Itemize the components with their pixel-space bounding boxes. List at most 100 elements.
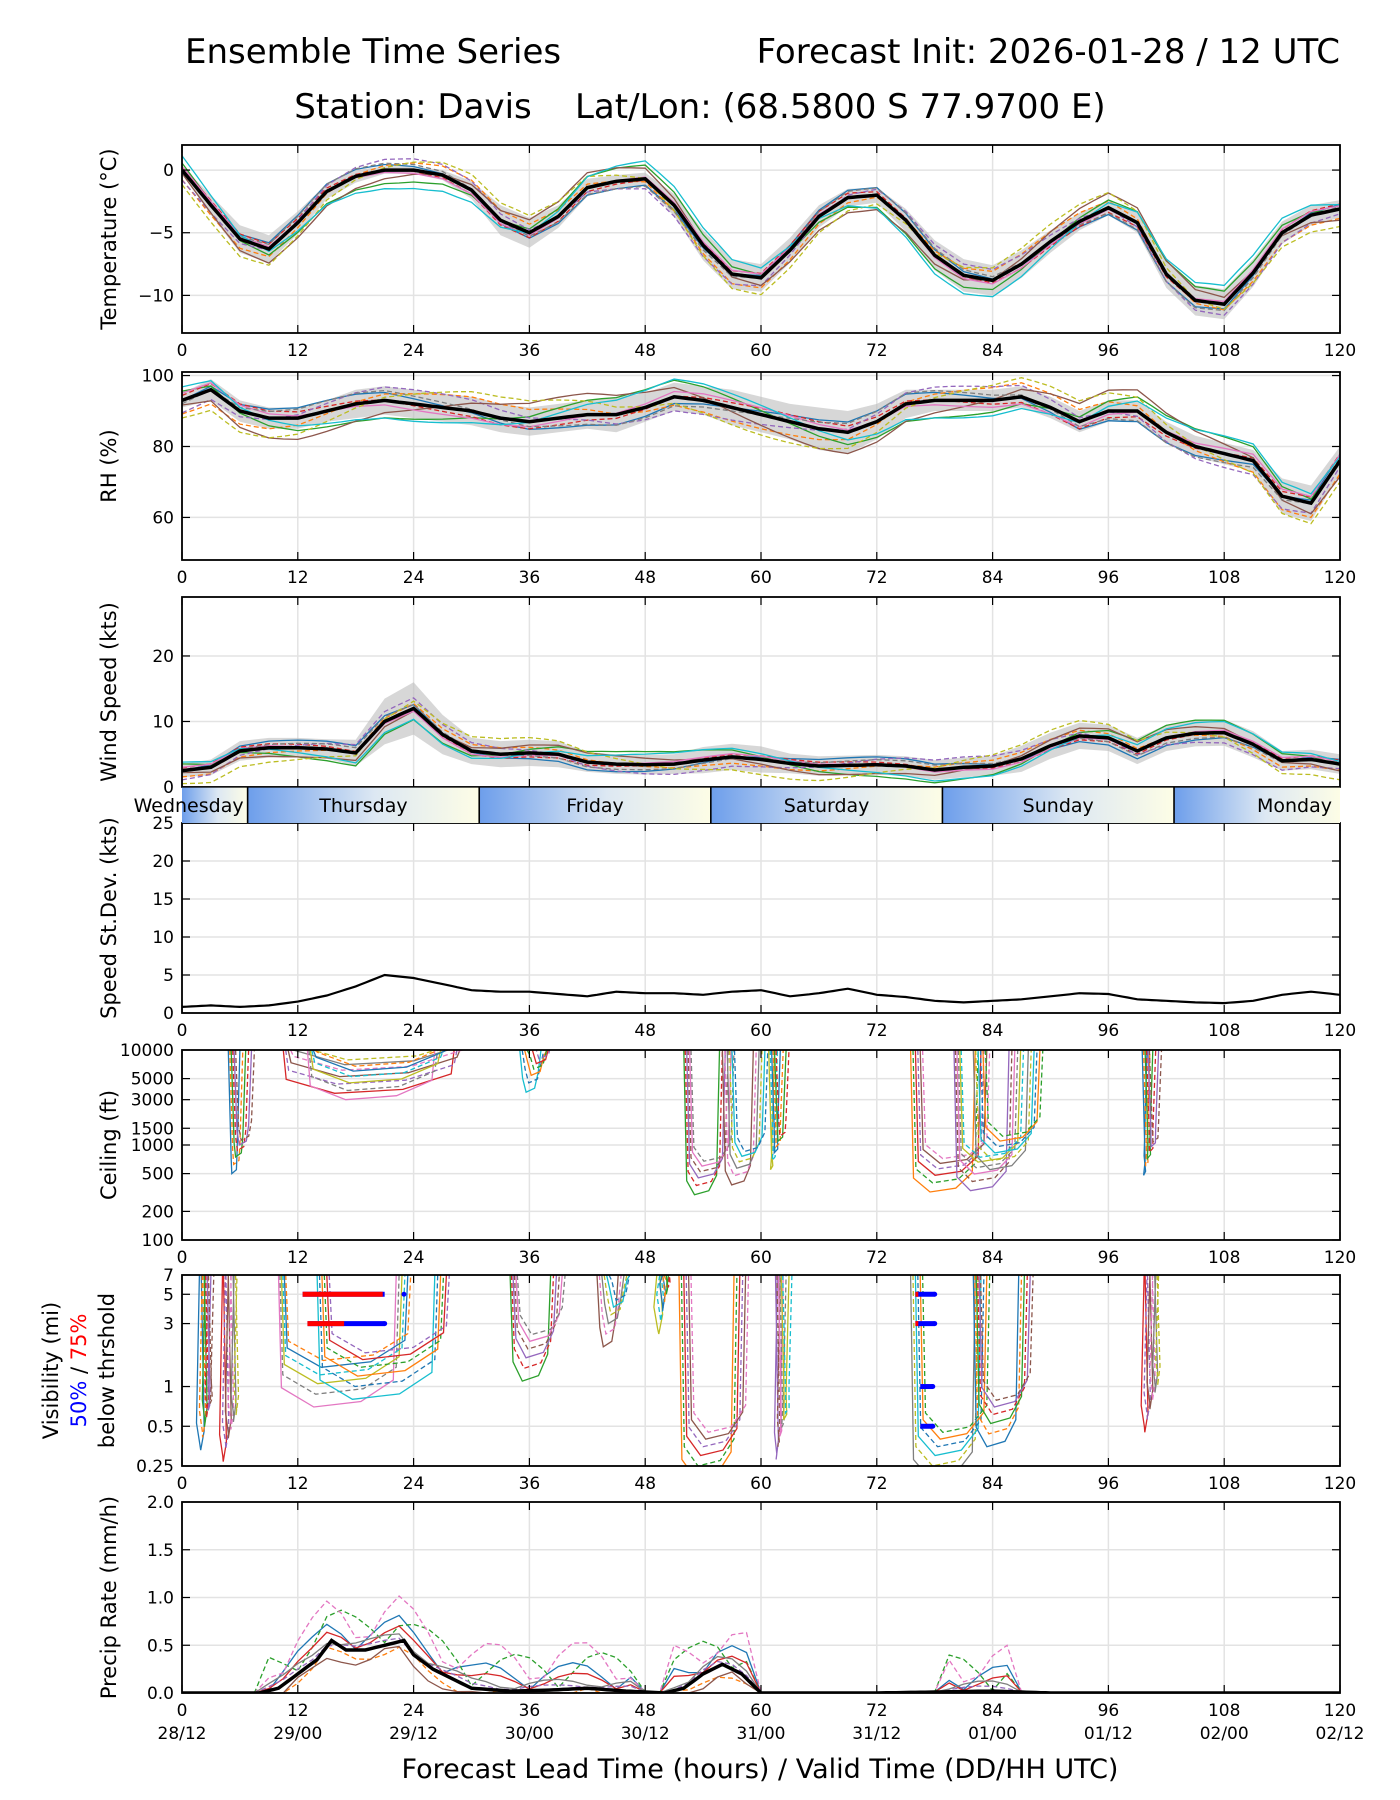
event-member-line xyxy=(979,1050,1038,1148)
x-tick-label: 12 xyxy=(287,1021,309,1041)
event-member-line xyxy=(773,1275,780,1460)
x-tick-label: 60 xyxy=(750,568,772,588)
x-tick-label: 60 xyxy=(750,1248,772,1268)
event-member-line xyxy=(977,1050,1035,1154)
ensemble-mean-line xyxy=(182,387,1340,506)
x-tick-label: 0 xyxy=(177,341,188,361)
x-tick-label: 72 xyxy=(866,1701,888,1721)
x-tick-label: 72 xyxy=(866,568,888,588)
x-tick-label: 96 xyxy=(1098,1701,1120,1721)
event-member-line xyxy=(282,1050,455,1094)
ensemble-mean-line xyxy=(182,706,1340,773)
event-member-line xyxy=(686,1050,726,1179)
event-member-line xyxy=(596,1275,619,1348)
x-tick-label: 120 xyxy=(1324,1474,1356,1494)
event-member-line xyxy=(782,1275,793,1416)
event-member-line xyxy=(1146,1275,1154,1410)
valid-time-label: 02/00 xyxy=(1200,1724,1249,1744)
ensemble-mean-line xyxy=(182,168,1340,307)
day-segment xyxy=(1174,787,1340,823)
event-member-line xyxy=(232,1050,250,1152)
event-member-line xyxy=(295,1050,469,1061)
event-member-line xyxy=(960,1050,1025,1158)
member-line-5 xyxy=(182,697,1340,781)
event-member-line xyxy=(509,1275,552,1382)
y-tick-label: 60 xyxy=(152,508,174,528)
event-member-line xyxy=(519,1050,542,1094)
event-member-line xyxy=(688,1050,732,1167)
x-tick-label: 0 xyxy=(177,1248,188,1268)
x-tick-label: 72 xyxy=(866,1021,888,1041)
x-tick-label: 48 xyxy=(634,1021,656,1041)
member-line-5 xyxy=(182,1637,1340,1693)
event-member-line xyxy=(605,1275,631,1309)
x-tick-label: 96 xyxy=(1098,1248,1120,1268)
y-tick-label: 80 xyxy=(152,437,174,457)
y-tick-label: 200 xyxy=(142,1202,174,1222)
x-tick-label: 24 xyxy=(403,1474,425,1494)
event-member-line xyxy=(598,1275,622,1336)
event-member-line xyxy=(521,1050,545,1084)
x-tick-label: 120 xyxy=(1324,568,1356,588)
event-member-line xyxy=(1141,1050,1148,1176)
x-tick-label: 36 xyxy=(519,341,541,361)
event-member-line xyxy=(531,1050,556,1060)
x-tick-label: 96 xyxy=(1098,568,1120,588)
member-line-6 xyxy=(182,167,1340,299)
event-member-line xyxy=(917,1050,985,1170)
event-member-line xyxy=(683,1275,741,1457)
event-member-line xyxy=(230,1050,247,1159)
x-tick-label: 12 xyxy=(287,568,309,588)
x-tick-label: 12 xyxy=(287,1248,309,1268)
event-member-line xyxy=(1149,1275,1156,1401)
event-member-line xyxy=(523,1050,548,1077)
x-tick-label: 12 xyxy=(287,1701,309,1721)
event-member-line xyxy=(687,1275,747,1440)
event-member-line xyxy=(721,1050,754,1186)
panel-speed_stdev: 0 5 10 15 20 25 0 12 24 36 48 60 72 84 96 108 120 Speed S… xyxy=(97,814,1356,1041)
title-right: Forecast Init: 2026-01-28 / 12 UTC xyxy=(757,32,1340,72)
x-tick-label: 48 xyxy=(634,1701,656,1721)
event-member-line xyxy=(683,1050,721,1196)
day-segment xyxy=(182,787,248,823)
y-tick-label: 1 xyxy=(163,1378,174,1398)
x-tick-label: 24 xyxy=(403,1248,425,1268)
event-member-line xyxy=(974,1275,1023,1435)
y-tick-label: 500 xyxy=(142,1165,174,1185)
p50-bar-end-dot xyxy=(932,1291,938,1297)
day-label-monday: Monday xyxy=(1257,795,1332,817)
event-member-line xyxy=(309,1050,442,1084)
y-tick-label: 20 xyxy=(152,647,174,667)
day-label-wednesday: Wednesday xyxy=(134,795,244,817)
wind_speed-ylabel: Wind Speed (kts) xyxy=(97,602,121,782)
member-line-6 xyxy=(182,710,1340,777)
x-tick-label: 24 xyxy=(403,1021,425,1041)
event-member-line xyxy=(198,1275,207,1438)
x-tick-label: 48 xyxy=(634,1248,656,1268)
event-member-line xyxy=(777,1275,784,1437)
panel-temperature: 0 −5 −10 0 12 24 36 48 60 72 84 96 108 120 Temperature… xyxy=(97,144,1356,361)
x-tick-label: 84 xyxy=(982,1474,1004,1494)
x-tick-label: 60 xyxy=(750,1701,772,1721)
valid-time-label: 31/00 xyxy=(737,1724,786,1744)
event-member-line xyxy=(912,1275,979,1466)
x-tick-label: 24 xyxy=(403,341,425,361)
event-member-line xyxy=(733,1050,769,1153)
y-tick-label: −10 xyxy=(138,286,174,306)
speed_stdev-ylabel: Speed St.Dev. (kts) xyxy=(97,817,121,1019)
x-axis-label: Forecast Lead Time (hours) / Valid Time … xyxy=(402,1754,1119,1785)
event-member-line xyxy=(956,1050,1016,1175)
event-member-line xyxy=(201,1275,208,1427)
event-member-line xyxy=(975,1050,1032,1162)
member-line-7 xyxy=(182,1595,1340,1693)
event-member-line xyxy=(233,1275,240,1416)
ensemble-mean-line xyxy=(182,973,1340,1009)
y-tick-label: 100 xyxy=(142,367,174,387)
event-member-line xyxy=(772,1050,784,1149)
x-tick-label: 96 xyxy=(1098,341,1120,361)
p50-bar-end-dot xyxy=(930,1384,936,1390)
visibility-ylabel: Visibility (mi) xyxy=(39,1302,63,1439)
legend-50-percent: 50% xyxy=(67,1381,91,1428)
y-tick-label: 2.0 xyxy=(147,1493,174,1513)
event-member-line xyxy=(665,1275,670,1295)
